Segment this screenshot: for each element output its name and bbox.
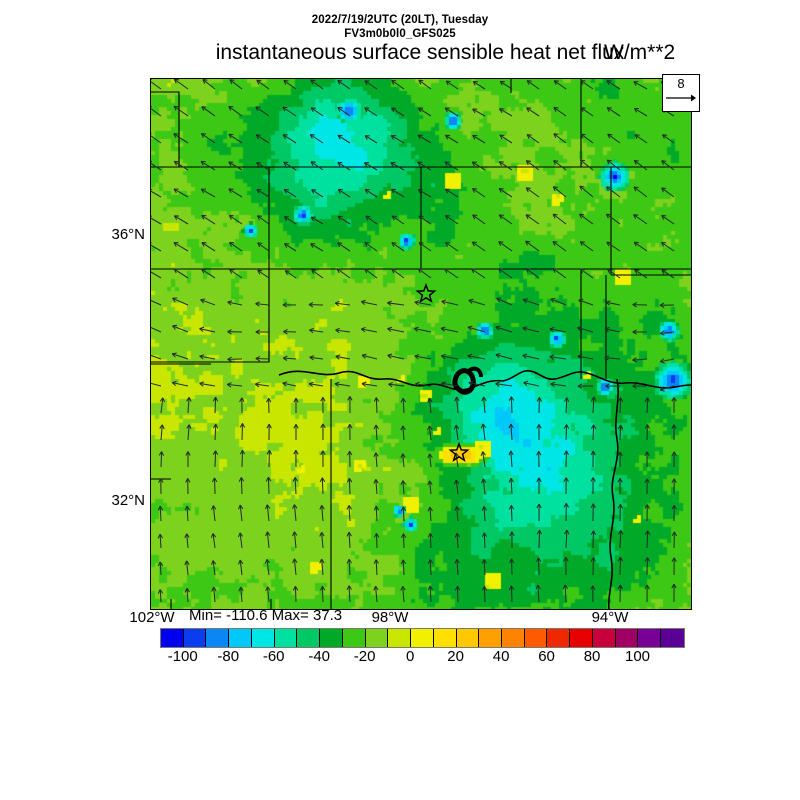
colorbar-swatch-10 (388, 629, 412, 647)
colorbar-tick-40: 40 (492, 648, 510, 665)
map-plot-area[interactable] (150, 78, 692, 610)
colorbar-swatch-12 (433, 629, 457, 647)
colorbar-swatch-14 (479, 629, 503, 647)
colorbar-tick-neg40: -40 (308, 648, 331, 665)
colorbar-swatch-21 (638, 629, 662, 647)
colorbar-swatch-20 (615, 629, 639, 647)
units-label: W/m**2 (604, 41, 676, 64)
colorbar-swatch-15 (502, 629, 525, 647)
colorbar-tick-20: 20 (447, 648, 464, 665)
colorbar-tick-100: 100 (625, 648, 651, 665)
colorbar[interactable] (160, 628, 685, 648)
colorbar-swatch-7 (320, 629, 343, 647)
river-lines (278, 366, 691, 609)
datetime-title: 2022/7/19/2UTC (20LT), Tuesday (311, 14, 489, 26)
colorbar-swatch-13 (456, 629, 480, 647)
page-title: instantaneous surface sensible heat net … (215, 41, 625, 64)
colorbar-swatch-3 (229, 629, 252, 647)
colorbar-tick-labels: -100 -80 -60 -40 -20 0 20 40 60 80 100 (0, 648, 800, 668)
wind-vector-field (151, 79, 677, 603)
lon-tick-98w: 98°W (371, 609, 409, 626)
colorbar-swatch-22 (661, 629, 684, 647)
colorbar-swatch-1 (183, 629, 207, 647)
colorbar-swatch-2 (206, 629, 230, 647)
colorbar-tick-neg60: -60 (262, 648, 285, 665)
colorbar-swatch-16 (524, 629, 548, 647)
colorbar-tick-neg20: -20 (353, 648, 376, 665)
right-arrow-icon (666, 94, 696, 102)
reference-vector-key: 8 (662, 74, 700, 112)
colorbar-swatch-11 (411, 629, 434, 647)
lon-tick-102w: 102°W (129, 609, 175, 626)
colorbar-swatch-5 (274, 629, 298, 647)
colorbar-swatch-17 (547, 629, 571, 647)
station-markers (415, 282, 470, 463)
colorbar-tick-0: 0 (405, 648, 415, 665)
colorbar-swatch-6 (297, 629, 321, 647)
minmax-annotation: Min= -110.6 Max= 37.3 (189, 607, 343, 624)
reference-vector-magnitude: 8 (677, 76, 685, 91)
lat-tick-32n: 32°N (111, 492, 145, 509)
colorbar-tick-neg100: -100 (167, 648, 198, 665)
colorbar-tick-60: 60 (538, 648, 555, 665)
lon-tick-94w: 94°W (591, 609, 629, 626)
colorbar-swatch-4 (251, 629, 275, 647)
map-overlay (151, 79, 691, 609)
colorbar-swatch-19 (592, 629, 616, 647)
colorbar-swatch-18 (570, 629, 593, 647)
station-star-north (415, 282, 437, 304)
state-borders (151, 79, 691, 609)
colorbar-swatch-9 (365, 629, 389, 647)
colorbar-tick-neg80: -80 (217, 648, 240, 665)
colorbar-swatch-0 (161, 629, 184, 647)
colorbar-tick-80: 80 (583, 648, 601, 665)
model-title: FV3m0b0l0_GFS025 (344, 28, 456, 40)
lat-tick-36n: 36°N (111, 226, 145, 243)
station-star-south (448, 441, 470, 463)
colorbar-swatch-8 (342, 629, 366, 647)
